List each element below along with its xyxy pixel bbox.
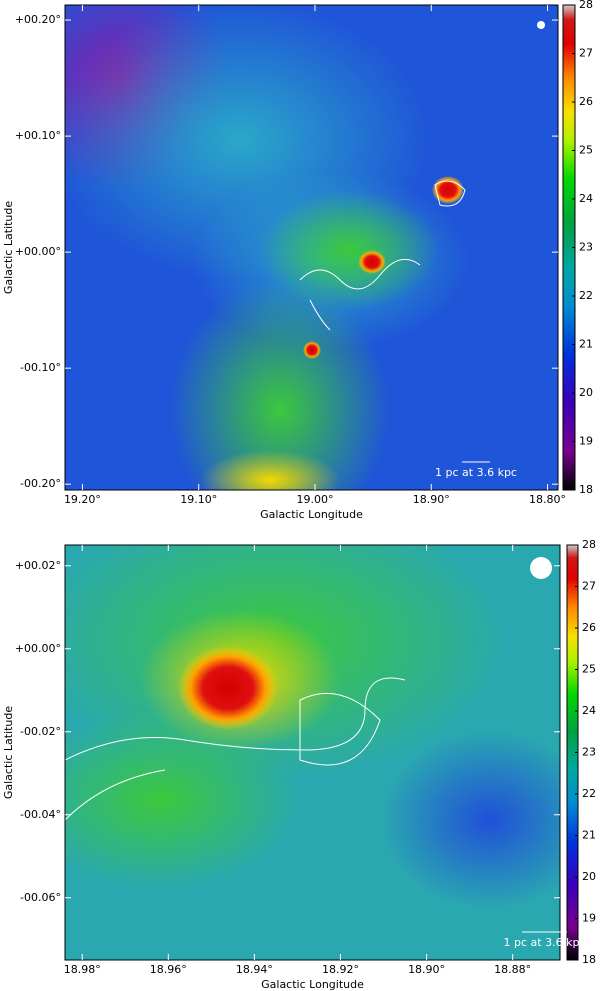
colorbar-tick-label: 26	[579, 95, 593, 108]
x-tick-label: 19.20°	[64, 493, 101, 506]
map-image	[65, 5, 558, 490]
x-axis-label: Galactic Longitude	[261, 978, 364, 991]
plot-frame	[64, 544, 561, 961]
colorbar-tick-label: 25	[582, 663, 596, 676]
scale-annotation: 1 pc at 3.6 kpc	[504, 936, 586, 949]
colorbar-tick-label: 18	[579, 483, 593, 496]
colorbar-tick-label: 19	[579, 435, 593, 448]
colorbar-tick-label: 21	[579, 338, 593, 351]
colorbar-tick-label: 21	[582, 829, 596, 842]
y-tick-label: +00.10°	[15, 129, 61, 142]
y-tick-label: +00.02°	[15, 559, 61, 572]
colorbar-tick-label: 28	[579, 0, 593, 11]
x-tick-label: 18.94°	[236, 963, 273, 976]
y-tick-label: -00.06°	[20, 891, 61, 904]
y-tick-label: -00.20°	[20, 477, 61, 490]
y-axis-label: Galactic Latitude	[2, 706, 15, 800]
x-tick-label: 18.92°	[322, 963, 359, 976]
colorbar-tick-label: 22	[582, 787, 596, 800]
colorbar-tick-label: 24	[579, 192, 593, 205]
colorbar-tick-label: 23	[579, 241, 593, 254]
colorbar-tick-label: 18	[582, 953, 596, 966]
plot-frame	[64, 4, 559, 491]
y-tick-label: +00.00°	[15, 642, 61, 655]
x-tick-label: 19.10°	[180, 493, 217, 506]
y-tick-label: -00.02°	[20, 725, 61, 738]
y-tick-label: +00.00°	[15, 245, 61, 258]
x-axis-label: Galactic Longitude	[260, 508, 363, 521]
x-tick-label: 18.96°	[150, 963, 187, 976]
x-tick-label: 18.90°	[408, 963, 445, 976]
x-tick-label: 19.00°	[296, 493, 333, 506]
colorbar-tick-label: 24	[582, 704, 596, 717]
colorbar-tick-label: 19	[582, 912, 596, 925]
colorbar-tick-label: 22	[579, 289, 593, 302]
y-tick-label: -00.04°	[20, 808, 61, 821]
colorbar-tick-label: 28	[582, 538, 596, 551]
scale-annotation: 1 pc at 3.6 kpc	[435, 466, 517, 479]
y-axis-label: Galactic Latitude	[2, 201, 15, 295]
x-tick-label: 18.80°	[529, 493, 566, 506]
colorbar-tick-label: 27	[582, 580, 596, 593]
x-tick-label: 18.90°	[413, 493, 450, 506]
colorbar-tick-label: 20	[579, 386, 593, 399]
x-tick-label: 18.98°	[64, 963, 101, 976]
map-image	[65, 545, 560, 960]
y-tick-label: -00.10°	[20, 361, 61, 374]
y-tick-label: +00.20°	[15, 13, 61, 26]
colorbar-tick-label: 25	[579, 144, 593, 157]
colorbar-tick-label: 20	[582, 870, 596, 883]
colorbar-tick-label: 23	[582, 746, 596, 759]
x-tick-label: 18.88°	[494, 963, 531, 976]
colorbar-tick-label: 26	[582, 621, 596, 634]
colorbar-tick-label: 27	[579, 47, 593, 60]
